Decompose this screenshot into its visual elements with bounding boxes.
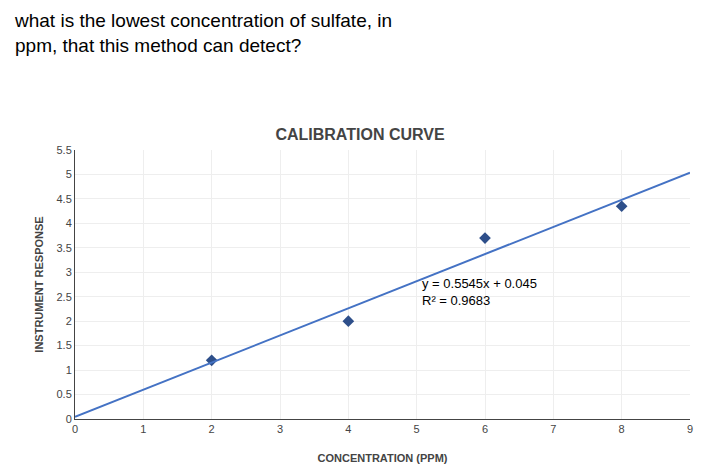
svg-text:4: 4 (345, 423, 351, 435)
svg-text:3.5: 3.5 (57, 242, 72, 254)
svg-text:y = 0.5545x + 0.045R² = 0.9683: y = 0.5545x + 0.045R² = 0.9683 (422, 276, 537, 308)
svg-text:5: 5 (414, 423, 420, 435)
svg-text:INSTRUMENT RESPONSE: INSTRUMENT RESPONSE (33, 216, 45, 352)
svg-text:2.5: 2.5 (57, 291, 72, 303)
svg-text:1: 1 (140, 423, 146, 435)
svg-text:what is the lowest concentrati: what is the lowest concentration of sulf… (14, 10, 392, 56)
svg-text:0: 0 (72, 423, 78, 435)
svg-text:4.5: 4.5 (57, 193, 72, 205)
svg-text:0.5: 0.5 (57, 388, 72, 400)
svg-text:5.5: 5.5 (57, 144, 72, 156)
svg-text:4: 4 (66, 217, 72, 229)
svg-text:2: 2 (66, 315, 72, 327)
svg-text:3: 3 (277, 423, 283, 435)
svg-text:9: 9 (687, 423, 693, 435)
svg-text:1: 1 (66, 364, 72, 376)
svg-text:CALIBRATION CURVE: CALIBRATION CURVE (275, 126, 445, 143)
svg-text:1.5: 1.5 (57, 339, 72, 351)
svg-text:5: 5 (66, 168, 72, 180)
svg-text:CONCENTRATION (PPM): CONCENTRATION (PPM) (318, 452, 448, 464)
svg-text:3: 3 (66, 266, 72, 278)
svg-text:8: 8 (619, 423, 625, 435)
svg-text:2: 2 (209, 423, 215, 435)
svg-text:6: 6 (482, 423, 488, 435)
svg-text:0: 0 (66, 413, 72, 425)
svg-text:7: 7 (550, 423, 556, 435)
